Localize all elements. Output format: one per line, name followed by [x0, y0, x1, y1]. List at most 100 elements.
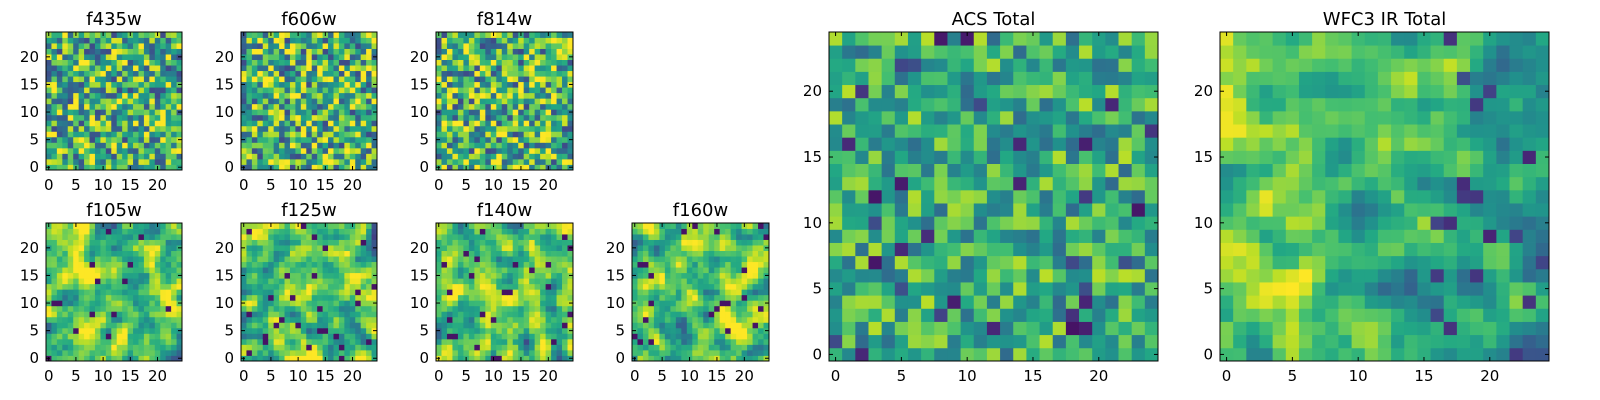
heatmap-cell	[89, 48, 96, 55]
heatmap-cell	[246, 32, 253, 38]
heatmap-cell	[366, 349, 372, 356]
heatmap-cell	[284, 223, 291, 229]
heatmap-cell	[100, 228, 107, 235]
heatmap-cell	[562, 32, 568, 38]
heatmap-cell	[1131, 347, 1146, 362]
heatmap-cell	[894, 176, 909, 191]
heatmap-cell	[268, 54, 275, 60]
heatmap-cell	[317, 311, 323, 318]
heatmap-cell	[355, 349, 362, 356]
heatmap-cell	[171, 294, 177, 301]
heatmap-cell	[474, 114, 481, 121]
heatmap-cell	[947, 203, 961, 217]
heatmap-cell	[171, 239, 177, 246]
heatmap-cell	[468, 322, 475, 329]
heatmap-cell	[62, 59, 69, 66]
heatmap-cell	[441, 311, 448, 318]
heatmap-cell	[540, 125, 546, 132]
heatmap-cell	[540, 355, 546, 362]
heatmap-cell	[322, 158, 329, 165]
heatmap-cell	[322, 48, 329, 55]
heatmap-cell	[257, 344, 264, 351]
heatmap-cell	[921, 189, 935, 204]
heatmap-cell	[452, 223, 459, 229]
heatmap-cell	[452, 327, 459, 334]
heatmap-cell	[452, 300, 459, 307]
heatmap-cell	[165, 43, 172, 49]
heatmap-cell	[328, 311, 334, 318]
heatmap-cell	[322, 228, 329, 235]
heatmap-cell	[947, 321, 961, 336]
heatmap-cell	[540, 147, 546, 154]
heatmap-cell	[567, 261, 574, 268]
heatmap-cell	[78, 76, 85, 83]
heatmap-cell	[344, 349, 351, 356]
heatmap-cell	[262, 164, 269, 171]
heatmap-cell	[441, 239, 448, 246]
heatmap-cell	[246, 322, 253, 329]
heatmap-cell	[697, 272, 704, 279]
heatmap-cell	[154, 37, 161, 44]
heatmap-cell	[67, 289, 74, 296]
heatmap-cell	[934, 334, 948, 349]
heatmap-cell	[529, 103, 536, 110]
heatmap-cell	[349, 338, 356, 345]
heatmap-cell	[642, 322, 649, 329]
heatmap-cell	[479, 81, 486, 88]
heatmap-cell	[907, 308, 922, 322]
heatmap-cell	[322, 300, 329, 307]
heatmap-cell	[1052, 268, 1067, 283]
heatmap-cell	[284, 294, 291, 301]
heatmap-cell	[855, 268, 869, 283]
heatmap-cell	[664, 278, 671, 285]
heatmap-cell	[686, 294, 693, 301]
heatmap-cell	[105, 131, 112, 138]
heatmap-cell	[268, 333, 275, 340]
heatmap-cell	[111, 76, 118, 83]
heatmap-cell	[637, 316, 644, 323]
heatmap-cell	[78, 136, 85, 143]
heatmap-cell	[562, 136, 568, 143]
heatmap-cell	[246, 316, 253, 323]
heatmap-cell	[122, 283, 128, 290]
heatmap-cell	[523, 239, 530, 246]
heatmap-cell	[551, 70, 557, 77]
heatmap-cell	[73, 70, 80, 77]
heatmap-cell	[78, 131, 85, 138]
heatmap-cell	[452, 98, 459, 105]
heatmap-cell	[545, 114, 552, 121]
heatmap-cell	[300, 261, 307, 268]
heatmap-cell	[289, 234, 296, 240]
heatmap-cell	[349, 272, 356, 279]
heatmap-cell	[371, 261, 378, 268]
heatmap-cell	[62, 327, 69, 334]
heatmap-cell	[246, 333, 253, 340]
heatmap-cell	[241, 92, 247, 99]
heatmap-cell	[300, 32, 307, 38]
heatmap-cell	[452, 322, 459, 329]
heatmap-cell	[518, 256, 525, 263]
heatmap-cell	[648, 239, 655, 246]
heatmap-cell	[697, 344, 704, 351]
heatmap-cell	[523, 355, 530, 362]
heatmap-cell	[133, 158, 139, 165]
heatmap-cell	[273, 70, 280, 77]
heatmap-cell	[457, 355, 464, 362]
heatmap-cell	[284, 245, 291, 251]
heatmap-cell	[344, 300, 351, 307]
heatmap-cell	[366, 98, 372, 105]
heatmap-cell	[149, 125, 156, 132]
heatmap-cell	[154, 43, 161, 49]
heatmap-cell	[446, 153, 453, 160]
heatmap-cell	[279, 87, 285, 94]
y-tick-label: 5	[29, 131, 39, 149]
heatmap-cell	[344, 125, 351, 132]
heatmap-cell	[344, 32, 351, 38]
heatmap-cell	[551, 120, 557, 127]
heatmap-cell	[111, 267, 118, 274]
heatmap-cell	[51, 136, 58, 143]
heatmap-cell	[338, 98, 345, 105]
heatmap-cell	[697, 239, 704, 246]
heatmap-cell	[545, 338, 552, 345]
heatmap-cell	[441, 355, 448, 362]
